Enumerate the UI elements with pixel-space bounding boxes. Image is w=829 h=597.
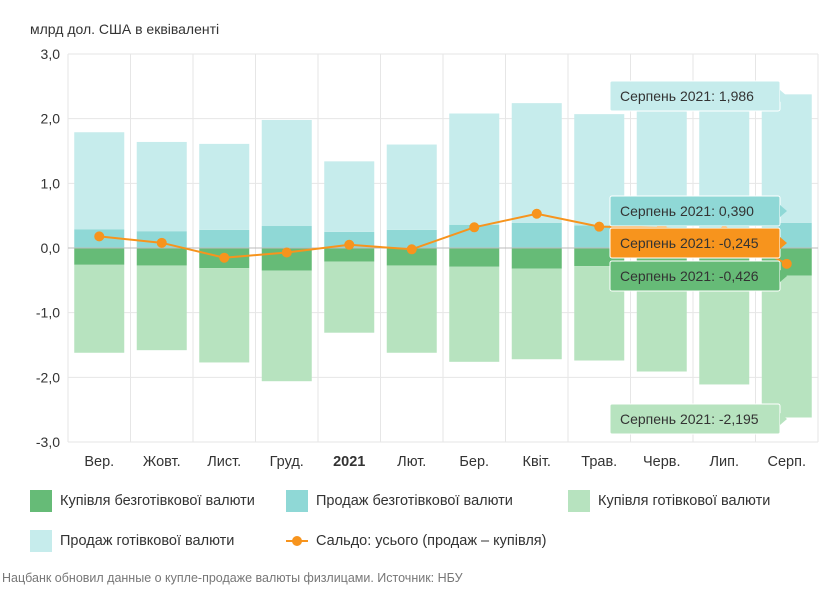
x-tick-label: Квіт. <box>523 454 551 470</box>
y-tick-label: 3,0 <box>41 46 61 62</box>
balance-point[interactable] <box>94 231 105 242</box>
bar-cashless-sale[interactable] <box>386 229 437 248</box>
legend-item-cashless-purchase[interactable]: Купівля безготівкової валюти <box>30 490 255 512</box>
y-tick-label: 1,0 <box>41 175 61 191</box>
x-tick-label: Жовт. <box>143 454 181 470</box>
x-tick-label: Черв. <box>643 454 681 470</box>
bar-cash-purchase[interactable] <box>449 266 500 362</box>
balance-point[interactable] <box>531 208 542 219</box>
x-tick-label: Лип. <box>710 454 740 470</box>
tooltip: Серпень 2021: -2,195 <box>609 403 787 435</box>
legend-swatch-cash-purchase <box>568 490 590 512</box>
legend-label-cashless-purchase: Купівля безготівкової валюти <box>60 493 255 509</box>
y-tick-label: -2,0 <box>36 369 60 385</box>
legend-swatch-cash-sale <box>30 530 52 552</box>
tooltip-text: Серпень 2021: -0,426 <box>620 268 759 284</box>
y-axis-unit-label: млрд дол. США в еквіваленті <box>30 21 220 37</box>
bar-cash-sale[interactable] <box>199 143 250 230</box>
bar-cash-purchase[interactable] <box>136 265 187 351</box>
balance-point[interactable] <box>781 258 792 269</box>
bar-cash-sale[interactable] <box>261 119 312 227</box>
x-tick-label: Бер. <box>459 454 489 470</box>
legend-label-cash-purchase: Купівля готівкової валюти <box>598 493 771 509</box>
balance-point[interactable] <box>219 252 230 263</box>
bar-cashless-sale[interactable] <box>261 226 312 248</box>
legend-item-cash-purchase[interactable]: Купівля готівкової валюти <box>568 490 770 512</box>
legend-label-balance: Сальдо: усього (продаж – купівля) <box>316 533 547 549</box>
legend-item-cash-sale[interactable]: Продаж готівкової валюти <box>30 530 234 552</box>
x-tick-label: Груд. <box>270 454 304 470</box>
y-tick-label: -1,0 <box>36 305 60 321</box>
tooltip: Серпень 2021: 0,390 <box>609 195 787 227</box>
balance-point[interactable] <box>156 237 167 248</box>
bar-cash-sale[interactable] <box>324 161 375 232</box>
balance-point[interactable] <box>406 244 417 255</box>
bar-cash-sale[interactable] <box>386 144 437 230</box>
bar-cash-purchase[interactable] <box>386 265 437 353</box>
tooltip-pointer <box>780 90 787 102</box>
bar-cashless-purchase[interactable] <box>324 248 375 262</box>
tooltip-pointer <box>780 237 787 249</box>
image-caption: Нацбанк обновил данные о купле-продаже в… <box>2 571 463 585</box>
balance-point[interactable] <box>281 247 292 258</box>
bar-cash-purchase[interactable] <box>511 268 562 360</box>
bar-cash-sale[interactable] <box>511 103 562 223</box>
y-tick-label: 0,0 <box>41 240 61 256</box>
legend-item-cashless-sale[interactable]: Продаж безготівкової валюти <box>286 490 513 512</box>
tooltip: Серпень 2021: -0,426 <box>609 260 787 292</box>
y-tick-label: -3,0 <box>36 434 60 450</box>
bar-cashless-purchase[interactable] <box>386 248 437 266</box>
tooltip: Серпень 2021: -0,245 <box>609 227 787 259</box>
tooltip-text: Серпень 2021: 0,390 <box>620 203 754 219</box>
bar-cash-purchase[interactable] <box>324 261 375 333</box>
bar-cashless-purchase[interactable] <box>136 248 187 266</box>
tooltip-pointer <box>780 205 787 217</box>
tooltip-pointer <box>780 413 787 425</box>
currency-exchange-chart: 3,0 2,0 1,0 0,0 -1,0 -2,0 -3,0 Вер. Жовт. Лист. Гр… <box>36 46 819 470</box>
tooltip-text: Серпень 2021: -0,245 <box>620 235 759 251</box>
bar-cashless-sale[interactable] <box>511 222 562 248</box>
balance-point[interactable] <box>469 222 480 233</box>
bar-cash-purchase[interactable] <box>761 275 812 418</box>
x-tick-label: Серп. <box>768 454 806 470</box>
x-tick-label: Вер. <box>84 454 114 470</box>
legend-item-balance[interactable]: Сальдо: усього (продаж – купівля) <box>286 530 547 552</box>
bar-cash-purchase[interactable] <box>199 268 250 363</box>
bar-cash-sale[interactable] <box>449 113 500 225</box>
y-tick-label: 2,0 <box>41 111 61 127</box>
legend-swatch-cashless-purchase <box>30 490 52 512</box>
tooltip-text: Серпень 2021: 1,986 <box>620 88 754 104</box>
balance-point[interactable] <box>344 239 355 250</box>
bar-cashless-purchase[interactable] <box>511 248 562 269</box>
x-tick-label: 2021 <box>333 454 365 470</box>
bar-cash-sale[interactable] <box>136 141 187 232</box>
tooltip-text: Серпень 2021: -2,195 <box>620 411 759 427</box>
x-tick-label: Лют. <box>397 454 426 470</box>
bar-cashless-sale[interactable] <box>449 224 500 248</box>
bar-cashless-sale[interactable] <box>199 229 250 248</box>
bar-cash-purchase[interactable] <box>261 270 312 382</box>
bar-cash-sale[interactable] <box>74 132 125 230</box>
legend-swatch-balance <box>286 530 308 552</box>
tooltip-pointer <box>780 270 787 282</box>
legend-label-cash-sale: Продаж готівкової валюти <box>60 533 235 549</box>
bar-cashless-purchase[interactable] <box>449 248 500 267</box>
tooltip: Серпень 2021: 1,986 <box>609 80 787 112</box>
x-tick-label: Лист. <box>207 454 241 470</box>
x-tick-label: Трав. <box>581 454 617 470</box>
bar-cashless-purchase[interactable] <box>74 248 125 265</box>
bar-cash-purchase[interactable] <box>74 264 125 353</box>
legend-swatch-cashless-sale <box>286 490 308 512</box>
balance-point[interactable] <box>594 221 605 232</box>
legend-label-cashless-sale: Продаж безготівкової валюти <box>316 493 513 509</box>
